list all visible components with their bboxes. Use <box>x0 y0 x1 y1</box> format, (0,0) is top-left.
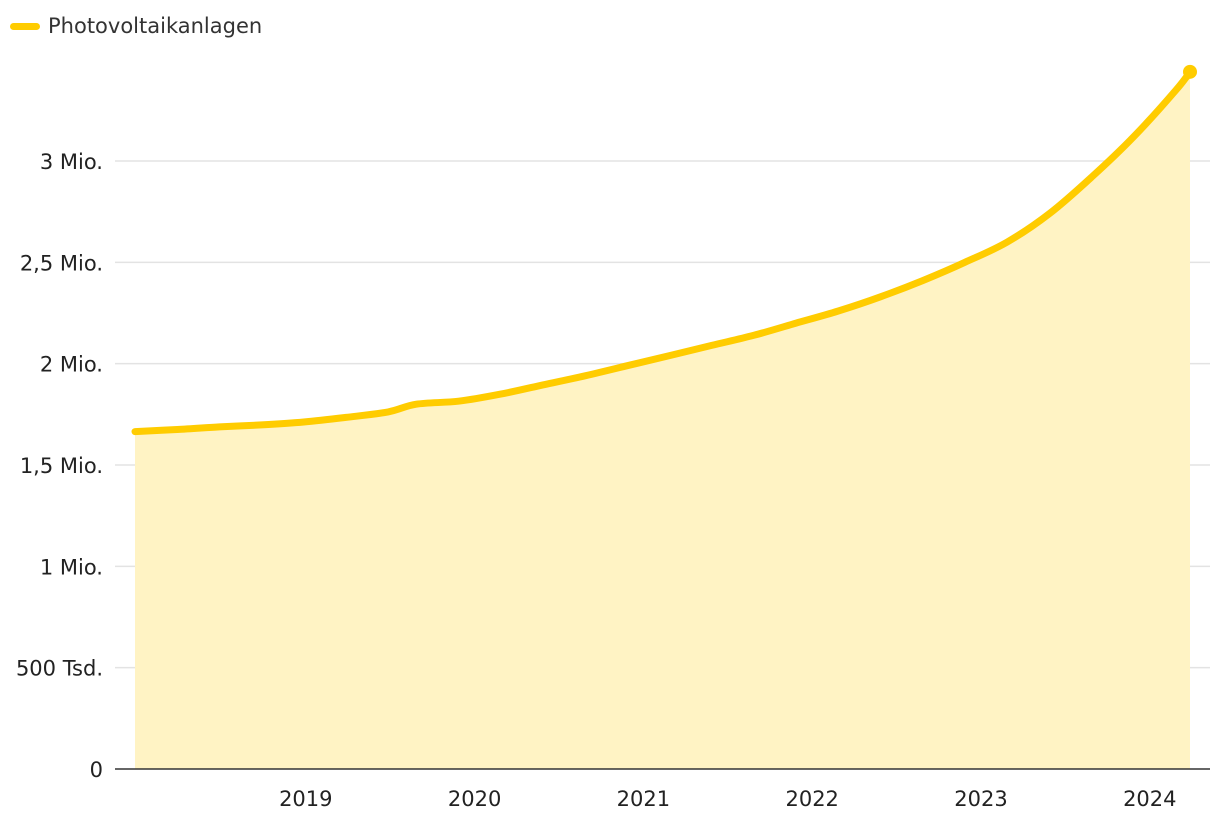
y-tick-label: 0 <box>90 758 103 782</box>
series-end-point <box>1183 64 1197 79</box>
y-tick-label: 2 Mio. <box>40 353 103 377</box>
x-tick-label: 2021 <box>617 787 670 811</box>
x-tick-label: 2023 <box>954 787 1007 811</box>
line-layer <box>131 64 1197 436</box>
x-tick-label: 2022 <box>785 787 838 811</box>
area-layer <box>135 71 1190 770</box>
y-tick-label: 1,5 Mio. <box>20 454 103 478</box>
series-area <box>135 71 1190 770</box>
y-axis-ticks: 0 500 Tsd. 1 Mio. 1,5 Mio. 2 Mio. 2,5 Mio. 3 M… <box>16 150 103 782</box>
x-tick-label: 2024 <box>1123 787 1176 811</box>
x-tick-label: 2019 <box>279 787 332 811</box>
y-tick-label: 3 Mio. <box>40 150 103 174</box>
x-tick-label: 2020 <box>448 787 501 811</box>
y-tick-label: 500 Tsd. <box>16 657 103 681</box>
legend-label: Photovoltaikanlagen <box>48 14 263 38</box>
x-axis-ticks: 2019 2020 2021 2022 2023 2024 <box>279 787 1176 811</box>
y-tick-label: 2,5 Mio. <box>20 251 103 275</box>
legend: Photovoltaikanlagen <box>10 14 262 38</box>
series-line <box>131 68 1194 436</box>
legend-swatch <box>10 22 40 30</box>
y-tick-label: 1 Mio. <box>40 555 103 579</box>
